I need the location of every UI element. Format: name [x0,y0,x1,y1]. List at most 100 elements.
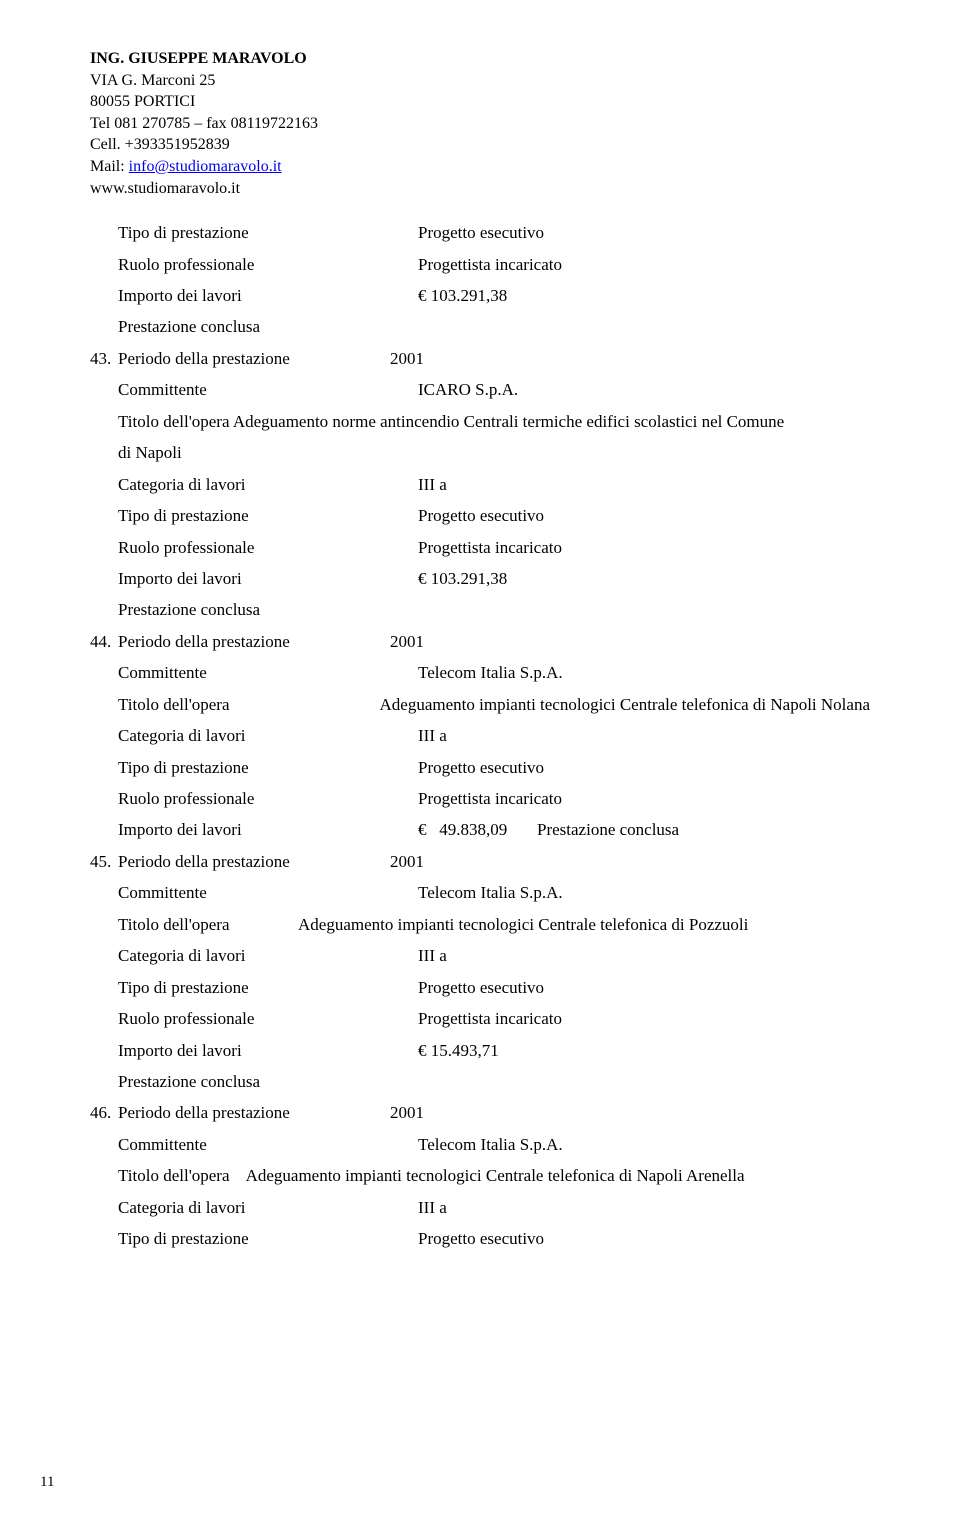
value-periodo: 2001 [390,626,870,657]
label-titolo: Titolo dell'opera [118,909,298,940]
mail-label: Mail: [90,158,129,175]
value-importo: € 15.493,71 [418,1035,870,1066]
value-committente: Telecom Italia S.p.A. [418,877,870,908]
entry-44-body: Committente Telecom Italia S.p.A. Titolo… [90,657,870,846]
label-ruolo: Ruolo professionale [118,783,418,814]
value-categoria: III a [418,469,870,500]
entry-45-body: Committente Telecom Italia S.p.A. Titolo… [90,877,870,1097]
row-ruolo: Ruolo professionale Progettista incarica… [118,783,870,814]
entry-46-body: Committente Telecom Italia S.p.A. Titolo… [90,1129,870,1255]
value-titolo: Adeguamento impianti tecnologici Central… [248,689,870,720]
value-ruolo: Progettista incaricato [418,1003,870,1034]
value-periodo: 2001 [390,343,870,374]
label-periodo: Periodo della prestazione [118,846,390,877]
value-committente: Telecom Italia S.p.A. [418,1129,870,1160]
label-tipo: Tipo di prestazione [118,752,418,783]
prestazione-conclusa: Prestazione conclusa [118,311,870,342]
entry-44-num: 44. [90,626,118,657]
letterhead: ING. GIUSEPPE MARAVOLO VIA G. Marconi 25… [90,48,870,199]
value-ruolo: Progettista incaricato [418,783,870,814]
value-tipo: Progetto esecutivo [418,217,870,248]
entry-46-num: 46. [90,1097,118,1128]
label-importo: Importo dei lavori [118,1035,418,1066]
value-categoria: III a [418,1192,870,1223]
entry-43-period: 43. Periodo della prestazione 2001 [90,343,870,374]
header-tel: Tel 081 270785 – fax 08119722163 [90,113,870,135]
value-importo: € 49.838,09 Prestazione conclusa [418,814,870,845]
row-tipo: Tipo di prestazione Progetto esecutivo [118,1223,870,1254]
row-categoria: Categoria di lavori III a [118,720,870,751]
value-importo: € 103.291,38 [418,563,870,594]
value-periodo: 2001 [390,1097,870,1128]
label-ruolo: Ruolo professionale [118,249,418,280]
label-tipo: Tipo di prestazione [118,217,418,248]
entry-44-period: 44. Periodo della prestazione 2001 [90,626,870,657]
entry-45-num: 45. [90,846,118,877]
row-importo: Importo dei lavori € 15.493,71 [118,1035,870,1066]
prestazione-conclusa: Prestazione conclusa [118,594,870,625]
row-titolo: Titolo dell'opera Adeguamento impianti t… [118,689,870,720]
row-categoria: Categoria di lavori III a [118,469,870,500]
value-titolo: Adeguamento impianti tecnologici Central… [298,909,870,940]
label-committente: Committente [118,1129,418,1160]
label-importo: Importo dei lavori [118,814,418,845]
entry-43-num: 43. [90,343,118,374]
label-categoria: Categoria di lavori [118,1192,418,1223]
row-ruolo: Ruolo professionale Progettista incarica… [118,532,870,563]
row-titolo: Titolo dell'opera Adeguamento impianti t… [118,1160,870,1191]
value-categoria: III a [418,940,870,971]
row-ruolo: Ruolo professionale Progettista incarica… [118,249,870,280]
value-categoria: III a [418,720,870,751]
value-committente: Telecom Italia S.p.A. [418,657,870,688]
mail-link[interactable]: info@studiomaravolo.it [129,158,282,175]
row-importo: Importo dei lavori € 103.291,38 [118,563,870,594]
value-importo: € 103.291,38 [418,280,870,311]
header-address1: VIA G. Marconi 25 [90,70,870,92]
label-titolo: Titolo dell'opera [118,689,248,720]
entry-42-tail: Tipo di prestazione Progetto esecutivo R… [90,217,870,343]
row-importo: Importo dei lavori € 49.838,09 Prestazio… [118,814,870,845]
cv-content: Tipo di prestazione Progetto esecutivo R… [90,217,870,1254]
header-address2: 80055 PORTICI [90,91,870,113]
label-periodo: Periodo della prestazione [118,343,390,374]
row-categoria: Categoria di lavori III a [118,940,870,971]
value-periodo: 2001 [390,846,870,877]
label-tipo: Tipo di prestazione [118,1223,418,1254]
label-categoria: Categoria di lavori [118,469,418,500]
label-importo: Importo dei lavori [118,563,418,594]
value-committente: ICARO S.p.A. [418,374,870,405]
value-tipo: Progetto esecutivo [418,500,870,531]
value-tipo: Progetto esecutivo [418,1223,870,1254]
label-ruolo: Ruolo professionale [118,1003,418,1034]
label-importo: Importo dei lavori [118,280,418,311]
row-titolo-line2: di Napoli [118,437,870,468]
label-committente: Committente [118,657,418,688]
entry-45-period: 45. Periodo della prestazione 2001 [90,846,870,877]
label-categoria: Categoria di lavori [118,720,418,751]
label-tipo: Tipo di prestazione [118,500,418,531]
page-number: 11 [40,1474,54,1491]
row-titolo: Titolo dell'opera Adeguamento impianti t… [118,909,870,940]
header-mail-line: Mail: info@studiomaravolo.it [90,156,870,178]
row-committente: Committente Telecom Italia S.p.A. [118,1129,870,1160]
row-tipo: Tipo di prestazione Progetto esecutivo [118,500,870,531]
entry-43-body: Committente ICARO S.p.A. Titolo dell'ope… [90,374,870,626]
row-committente: Committente ICARO S.p.A. [118,374,870,405]
page-container: ING. GIUSEPPE MARAVOLO VIA G. Marconi 25… [0,0,960,1521]
label-periodo: Periodo della prestazione [118,626,390,657]
prestazione-conclusa: Prestazione conclusa [118,1066,870,1097]
value-ruolo: Progettista incaricato [418,532,870,563]
header-web: www.studiomaravolo.it [90,178,870,200]
header-cell: Cell. +393351952839 [90,134,870,156]
label-committente: Committente [118,877,418,908]
value-tipo: Progetto esecutivo [418,972,870,1003]
row-committente: Committente Telecom Italia S.p.A. [118,877,870,908]
row-tipo: Tipo di prestazione Progetto esecutivo [118,752,870,783]
value-ruolo: Progettista incaricato [418,249,870,280]
value-tipo: Progetto esecutivo [418,752,870,783]
label-ruolo: Ruolo professionale [118,532,418,563]
row-titolo-line1: Titolo dell'opera Adeguamento norme anti… [118,406,870,437]
row-tipo: Tipo di prestazione Progetto esecutivo [118,217,870,248]
label-categoria: Categoria di lavori [118,940,418,971]
row-ruolo: Ruolo professionale Progettista incarica… [118,1003,870,1034]
